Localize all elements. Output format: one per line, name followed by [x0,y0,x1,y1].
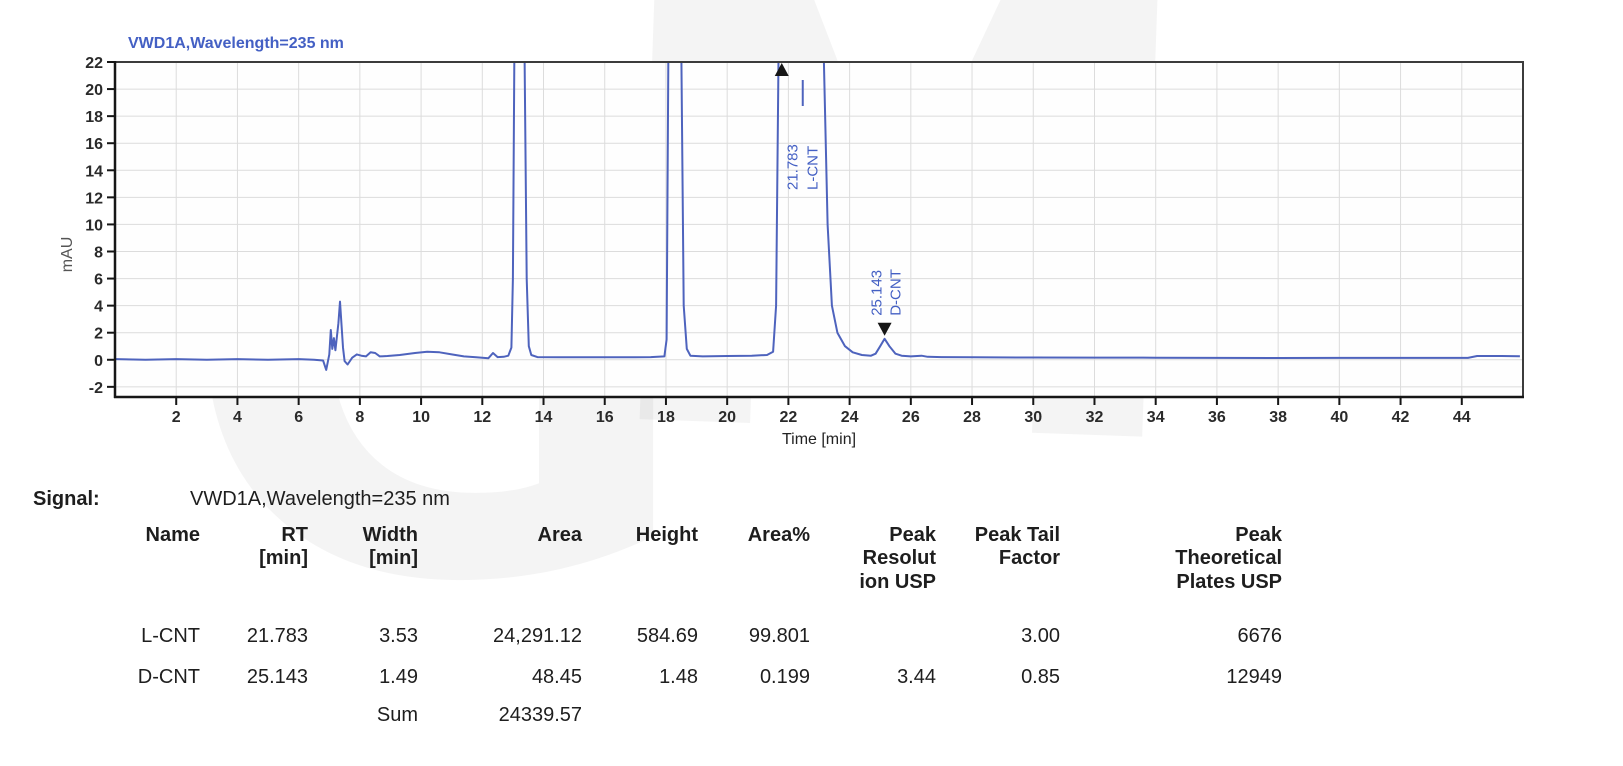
peak-name-label: L-CNT [805,146,822,190]
cell-plates: 6676 [1237,625,1283,648]
cell-resolution: 3.44 [897,666,936,689]
table-sum-row: Sum 24339.57 [100,698,1282,733]
plot-background [115,62,1523,397]
peak-apex-marker-icon [774,63,789,76]
col-header-tail-factor: Peak Tail Factor [974,524,1060,570]
signal-label: Signal: [33,488,100,510]
signal-row: Signal: VWD1A,Wavelength=235 nm [0,488,1623,514]
col-header-name: Name [145,524,200,546]
y-tick-label: 22 [85,55,103,72]
x-tick-label: 26 [902,409,920,426]
x-tick-label: 40 [1330,409,1348,426]
signal-value: VWD1A,Wavelength=235 nm [190,488,450,510]
cell-resolution [810,616,936,657]
cell-area-pct: 99.801 [748,625,810,648]
peak-annotation-L-CNT: 21.783 L-CNT [774,63,822,190]
x-tick-label: 14 [535,409,553,426]
y-axis-title: mAU [59,237,76,273]
col-header-area-pct: Area% [747,524,810,546]
cell-width: 1.49 [379,666,418,689]
y-tick-label: 18 [85,109,103,126]
col-header-resolution: Peak Resolut ion USP [859,524,936,593]
sum-value: 24339.57 [498,704,582,727]
x-tick-label: 16 [596,409,614,426]
x-tick-label: 36 [1208,409,1226,426]
col-header-rt: RT [min] [259,524,308,570]
col-header-area: Area [537,524,582,546]
x-tick-label: 2 [172,409,181,426]
x-tick-label: 44 [1453,409,1471,426]
x-tick-label: 38 [1269,409,1287,426]
peak-annotation-D-CNT: 25.143 D-CNT [869,269,905,336]
x-tick-label: 18 [657,409,675,426]
cell-rt: 21.783 [246,625,308,648]
peak-results-table: Name RT [min] Width [min] Area Height Ar… [100,524,1282,733]
peak-rt-label: 25.143 [869,270,886,316]
y-tick-label: 10 [85,217,103,234]
cell-tail-factor: 0.85 [1021,666,1060,689]
x-tick-label: 30 [1024,409,1042,426]
x-tick-label: 32 [1086,409,1104,426]
y-tick-label: 0 [94,353,103,370]
cell-area-pct: 0.199 [759,666,810,689]
x-tick-label: 12 [473,409,491,426]
x-tick-label: 42 [1392,409,1410,426]
peak-rt-label: 21.783 [785,144,802,190]
cell-width: 3.53 [379,625,418,648]
cell-height: 1.48 [659,666,698,689]
y-tick-label: -2 [89,380,103,397]
x-tick-label: 20 [718,409,736,426]
table-header-row: Name RT [min] Width [min] Area Height Ar… [100,524,1282,616]
table-row: D-CNT 25.143 1.49 48.45 1.48 0.199 3.44 … [100,657,1282,698]
x-tick-label: 6 [294,409,303,426]
cell-area: 48.45 [531,666,582,689]
sum-label: Sum [376,704,418,727]
x-axis-title: Time [min] [782,431,856,448]
y-tick-label: 16 [85,136,103,153]
x-tick-label: 34 [1147,409,1165,426]
axis-ticks [107,61,1463,405]
y-tick-label: 6 [94,272,103,289]
cell-plates: 12949 [1226,666,1282,689]
x-tick-label: 8 [355,409,364,426]
peak-name-label: D-CNT [888,269,905,316]
chromatogram-chart: 2 4 6 8 10 12 14 16 18 20 22 24 26 28 30 32 34 36 38 40 42 44… [50,18,1610,448]
y-tick-label: 2 [94,326,103,343]
x-tick-label: 28 [963,409,981,426]
col-header-width: Width [min] [362,524,418,570]
y-tick-label: 20 [85,82,103,99]
chromatogram-svg: 2 4 6 8 10 12 14 16 18 20 22 24 26 28 30 32 34 36 38 40 42 44… [59,35,1524,448]
cell-tail-factor: 3.00 [1021,625,1060,648]
x-tick-label: 22 [779,409,797,426]
y-tick-label: 14 [85,163,103,180]
cell-area: 24,291.12 [493,625,582,648]
cell-name: D-CNT [137,666,200,689]
cell-height: 584.69 [636,625,698,648]
cell-name: L-CNT [141,625,200,648]
chromatogram-trace [116,63,1520,371]
cell-rt: 25.143 [246,666,308,689]
peak-apex-marker-icon [877,322,892,336]
table-row: L-CNT 21.783 3.53 24,291.12 584.69 99.80… [100,616,1282,657]
chart-title: VWD1A,Wavelength=235 nm [128,35,344,52]
y-tick-label: 12 [85,190,103,207]
x-tick-label: 24 [841,409,859,426]
y-tick-label: 4 [94,299,103,316]
x-tick-label: 4 [233,409,242,426]
col-header-plates: Peak Theoretical Plates USP [1175,524,1282,593]
y-tick-label: 8 [94,244,103,261]
col-header-height: Height [635,524,698,546]
x-tick-label: 10 [412,409,430,426]
